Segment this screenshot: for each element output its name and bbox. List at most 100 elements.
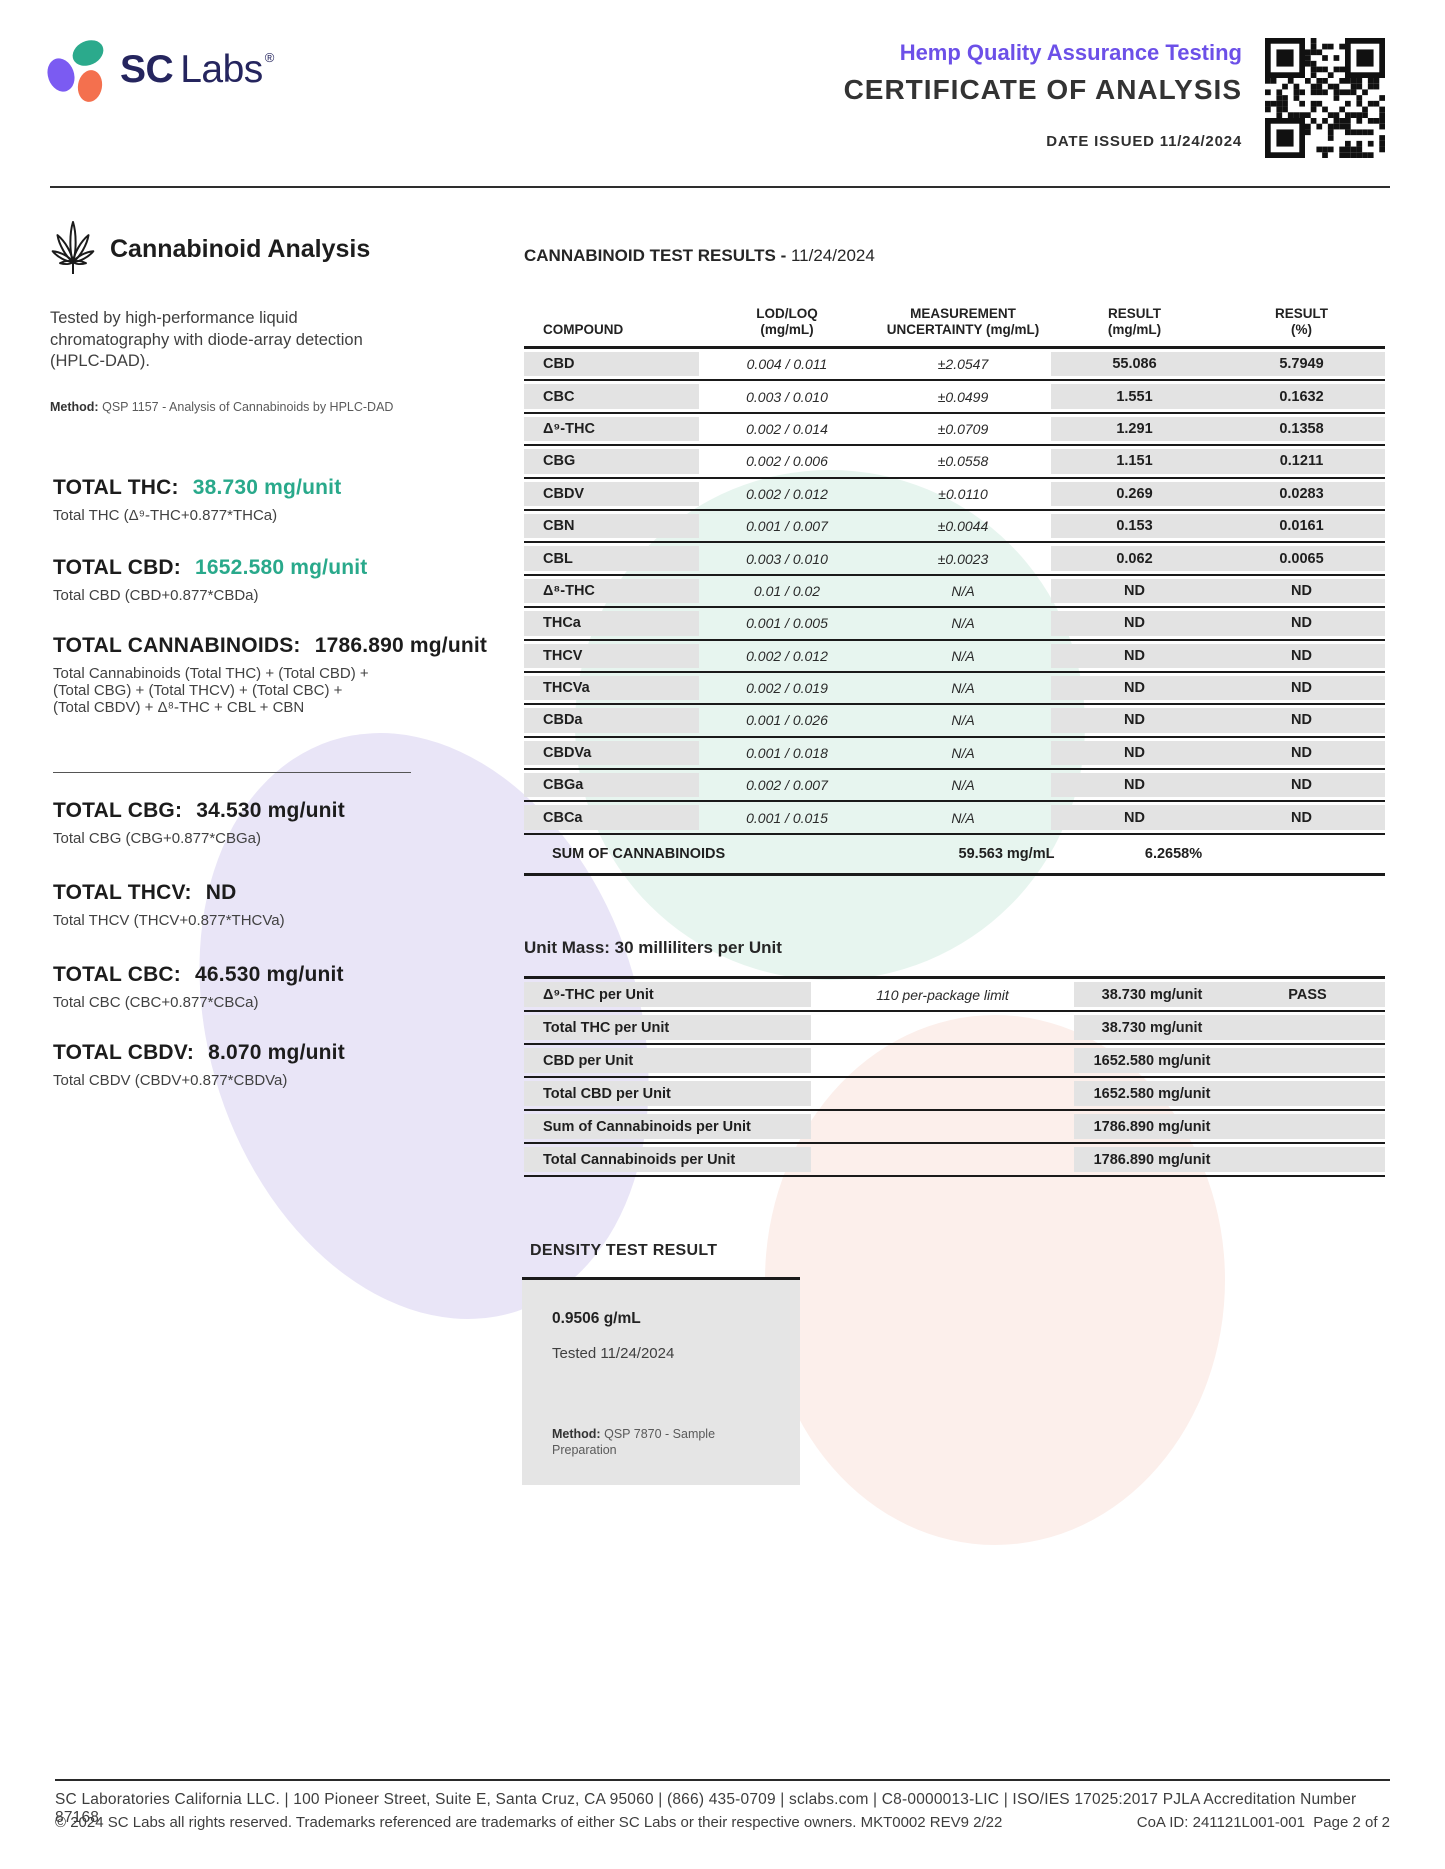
method-value: QSP 7870 - Sample Preparation: [552, 1427, 716, 1457]
column-header: RESULT (%): [1275, 306, 1328, 337]
section-header-cannabinoid-analysis: Cannabinoid Analysis: [50, 218, 370, 281]
total-heading: TOTAL CANNABINOIDS: 1786.890 mg/unit: [53, 634, 523, 658]
section-title: Cannabinoid Analysis: [110, 235, 371, 263]
total-formula: Total CBG (CBG+0.877*CBGa): [53, 830, 262, 847]
unit-limit-cell: [811, 1045, 1074, 1076]
total-value: 34.530 mg/unit: [196, 799, 345, 822]
total-block: TOTAL CBDV: 8.070 mg/unit Total CBDV (CB…: [53, 1041, 523, 1089]
unit-value-cell: 38.730 mg/unit: [1074, 1012, 1230, 1043]
total-value: 46.530 mg/unit: [195, 963, 344, 986]
result-mg-cell: ND: [1051, 673, 1218, 703]
unit-value-cell: 38.730 mg/unit: [1074, 979, 1230, 1010]
uncertainty-cell: N/A: [951, 777, 975, 794]
lod-loq-cell: 0.01 / 0.02: [753, 582, 821, 599]
uncertainty-cell: N/A: [951, 647, 975, 664]
total-formula: Total CBDV (CBDV+0.877*CBDVa): [53, 1072, 288, 1089]
unit-label-cell: Total THC per Unit: [524, 1012, 811, 1043]
sum-label: SUM OF CANNABINOIDS: [552, 845, 726, 862]
method-label: Method:: [552, 1427, 601, 1441]
lod-loq-cell: 0.001 / 0.026: [746, 712, 828, 729]
result-pct-cell: ND: [1218, 705, 1385, 735]
total-block: TOTAL CANNABINOIDS: 1786.890 mg/unit Tot…: [53, 634, 523, 716]
footer-legal: © 2024 SC Labs all rights reserved. Trad…: [55, 1814, 1390, 1831]
compound-cell: CBDVa: [524, 738, 699, 768]
density-value: 0.9506 g/mL: [552, 1310, 641, 1327]
lod-loq-cell: 0.004 / 0.011: [746, 356, 828, 373]
method-label: Method:: [50, 400, 99, 414]
sc-labs-logo: SC Labs ®: [47, 28, 274, 111]
sc-labs-logo-icon: [47, 28, 105, 111]
totals-divider: [53, 772, 411, 773]
total-value: 8.070 mg/unit: [208, 1041, 345, 1064]
total-block: TOTAL CBD: 1652.580 mg/unit Total CBD (C…: [53, 556, 523, 604]
table-row: Total Cannabinoids per Unit 1786.890 mg/…: [524, 1144, 1385, 1177]
total-formula: Total THC (Δ⁹-THC+0.877*THCa): [53, 507, 278, 524]
total-heading: TOTAL CBDV: 8.070 mg/unit: [53, 1041, 523, 1065]
table-row: CBC 0.003 / 0.010 ±0.0499 1.551 0.1632: [524, 381, 1385, 414]
total-formula: Total CBC (CBC+0.877*CBCa): [53, 994, 259, 1011]
result-pct-cell: 0.0283: [1218, 479, 1385, 509]
footer-copyright: © 2024 SC Labs all rights reserved. Trad…: [55, 1814, 1003, 1831]
compound-cell: CBGa: [524, 770, 699, 800]
sum-result-mg: 59.563 mg/mL: [958, 845, 1055, 862]
uncertainty-cell: N/A: [951, 712, 975, 729]
table-row: CBDa 0.001 / 0.026 N/A ND ND: [524, 705, 1385, 738]
date-issued: DATE ISSUED 11/24/2024: [1046, 133, 1242, 150]
unit-status-cell: PASS: [1230, 979, 1385, 1010]
table-row: Δ⁹-THC per Unit 110 per-package limit 38…: [524, 979, 1385, 1012]
table-row: CBGa 0.002 / 0.007 N/A ND ND: [524, 770, 1385, 803]
column-header: MEASUREMENT UNCERTAINTY (mg/mL): [886, 306, 1040, 337]
analysis-description: Tested by high-performance liquid chroma…: [50, 309, 363, 370]
result-pct-cell: 0.1632: [1218, 381, 1385, 411]
result-mg-cell: 0.062: [1051, 543, 1218, 573]
total-value: 38.730 mg/unit: [192, 476, 342, 499]
lod-loq-cell: 0.001 / 0.005: [746, 615, 828, 632]
unit-limit-cell: [811, 1078, 1074, 1109]
result-mg-cell: 55.086: [1051, 349, 1218, 379]
unit-limit-cell: [811, 1012, 1074, 1043]
result-pct-cell: ND: [1218, 802, 1385, 832]
uncertainty-cell: ±0.0709: [937, 420, 989, 437]
compound-cell: CBDV: [524, 479, 699, 509]
result-pct-cell: 0.0161: [1218, 511, 1385, 541]
unit-mass-table: Δ⁹-THC per Unit 110 per-package limit 38…: [524, 976, 1385, 1177]
footer-coa-id: CoA ID: 241121L001-001 Page 2 of 2: [1136, 1814, 1390, 1831]
unit-label-cell: CBD per Unit: [524, 1045, 811, 1076]
uncertainty-cell: N/A: [951, 680, 975, 697]
total-value: 1652.580 mg/unit: [195, 556, 368, 579]
compound-cell: THCVa: [524, 673, 699, 703]
result-pct-cell: 0.1358: [1218, 414, 1385, 444]
unit-label-cell: Total CBD per Unit: [524, 1078, 811, 1109]
uncertainty-cell: ±2.0547: [937, 356, 989, 373]
lod-loq-cell: 0.003 / 0.010: [746, 388, 828, 405]
total-heading: TOTAL CBG: 34.530 mg/unit: [53, 799, 523, 823]
compound-cell: CBC: [524, 381, 699, 411]
brand-wordmark: SC Labs ®: [120, 48, 274, 91]
total-formula: Total CBD (CBD+0.877*CBDa): [53, 587, 259, 604]
unit-status-cell: [1230, 1078, 1385, 1109]
uncertainty-cell: ±0.0558: [937, 453, 989, 470]
unit-label-cell: Total Cannabinoids per Unit: [524, 1144, 811, 1175]
total-formula: Total THCV (THCV+0.877*THCVa): [53, 912, 285, 929]
result-pct-cell: ND: [1218, 576, 1385, 606]
density-tested-date: Tested 11/24/2024: [552, 1345, 675, 1362]
compound-cell: CBDa: [524, 705, 699, 735]
table-row: Total CBD per Unit 1652.580 mg/unit: [524, 1078, 1385, 1111]
unit-status-cell: [1230, 1144, 1385, 1175]
total-label: TOTAL THC:: [53, 476, 179, 499]
compound-cell: CBD: [524, 349, 699, 379]
total-formula: Total Cannabinoids (Total THC) + (Total …: [53, 665, 369, 716]
lod-loq-cell: 0.001 / 0.015: [746, 809, 828, 826]
qr-code: [1265, 38, 1385, 158]
sum-of-cannabinoids-row: SUM OF CANNABINOIDS 59.563 mg/mL 6.2658%: [524, 835, 1385, 876]
table-row: CBD 0.004 / 0.011 ±2.0547 55.086 5.7949: [524, 349, 1385, 382]
table-row: Δ⁹-THC 0.002 / 0.014 ±0.0709 1.291 0.135…: [524, 414, 1385, 447]
result-pct-cell: 5.7949: [1218, 349, 1385, 379]
unit-limit-cell: [811, 1111, 1074, 1142]
total-heading: TOTAL THCV: ND: [53, 881, 523, 905]
unit-value-cell: 1786.890 mg/unit: [1074, 1111, 1230, 1142]
cannabis-leaf-icon: [50, 218, 96, 281]
lod-loq-cell: 0.001 / 0.018: [746, 744, 828, 761]
table-row: CBL 0.003 / 0.010 ±0.0023 0.062 0.0065: [524, 543, 1385, 576]
